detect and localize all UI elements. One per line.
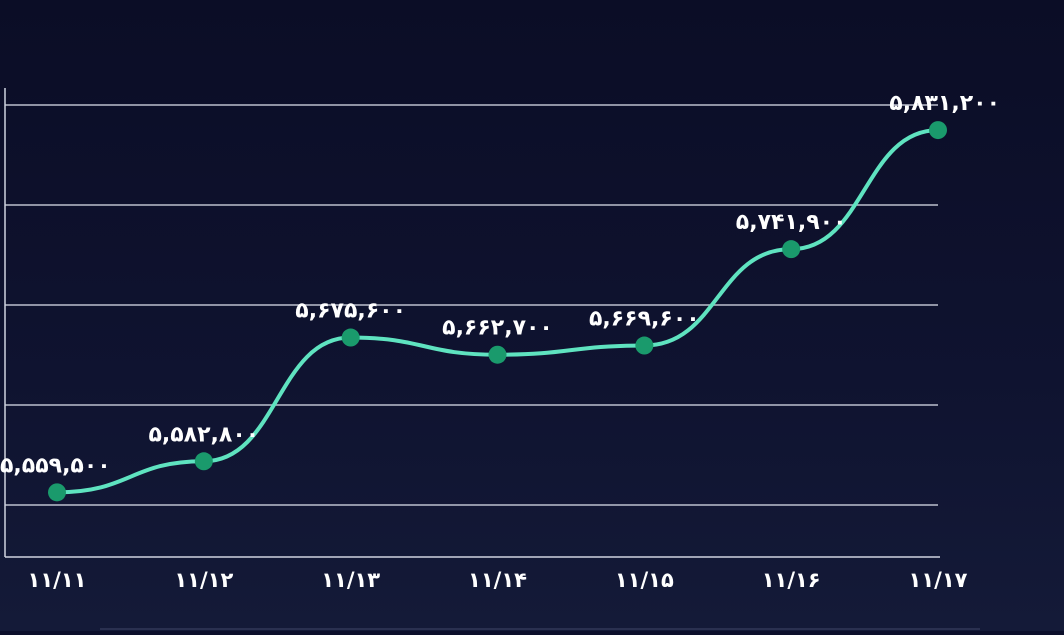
- data-label: ۵,۵۸۲,۸۰۰: [148, 422, 259, 447]
- data-point: [488, 345, 507, 364]
- data-label: ۵,۶۷۵,۶۰۰: [295, 299, 406, 324]
- x-tick-label: ۱۱/۱۵: [615, 568, 674, 592]
- data-label: ۵,۵۵۹,۵۰۰: [0, 453, 111, 478]
- data-label: ۵,۶۶۲,۷۰۰: [442, 316, 553, 341]
- data-label: ۵,۷۴۱,۹۰۰: [736, 210, 847, 235]
- data-point: [194, 452, 213, 471]
- data-point: [782, 240, 801, 259]
- gridlines: [5, 104, 938, 506]
- data-point: [341, 328, 360, 347]
- data-point: [635, 336, 654, 355]
- x-tick-labels: ۱۱/۱۱ ۱۱/۱۲ ۱۱/۱۳ ۱۱/۱۴ ۱۱/۱۵ ۱۱/۱۶ ۱۱/۱۷: [28, 568, 968, 592]
- data-point: [929, 121, 947, 140]
- data-label: ۵,۸۳۱,۲۰۰: [889, 91, 1000, 116]
- data-point: [48, 483, 66, 502]
- x-tick-label: ۱۱/۱۲: [174, 568, 233, 592]
- x-tick-label: ۱۱/۱۳: [321, 568, 380, 592]
- x-tick-label: ۱۱/۱۷: [909, 568, 968, 592]
- data-points: [48, 121, 947, 502]
- x-tick-label: ۱۱/۱۶: [762, 568, 821, 592]
- data-label: ۵,۶۶۹,۶۰۰: [589, 307, 700, 332]
- data-labels: ۵,۵۵۹,۵۰۰ ۵,۵۸۲,۸۰۰ ۵,۶۷۵,۶۰۰ ۵,۶۶۲,۷۰۰ ۵,۶۶…: [0, 91, 1000, 478]
- x-tick-label: ۱۱/۱۴: [468, 568, 527, 592]
- x-tick-label: ۱۱/۱۱: [28, 568, 87, 592]
